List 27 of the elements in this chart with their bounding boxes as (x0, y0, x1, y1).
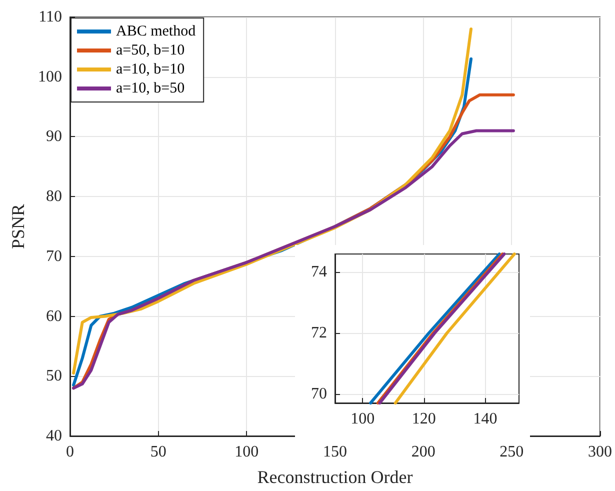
legend-label: a=10, b=50 (116, 80, 185, 96)
y-tick-label: 70 (311, 385, 327, 402)
y-tick-label: 74 (311, 264, 327, 281)
y-tick-label: 100 (38, 68, 62, 86)
x-tick-label: 120 (412, 410, 436, 428)
x-tick-label: 100 (350, 410, 375, 428)
x-axis-title: Reconstruction Order (257, 467, 413, 487)
x-tick-label: 140 (473, 410, 498, 428)
x-tick-label: 150 (323, 444, 347, 460)
y-axis-title: PSNR (8, 204, 28, 250)
x-tick-label: 300 (588, 444, 612, 460)
y-tick-label: 50 (46, 368, 62, 385)
x-tick-label: 100 (234, 444, 259, 460)
legend-label: ABC method (116, 24, 196, 40)
y-tick-label: 40 (46, 428, 62, 444)
x-tick-label: 200 (411, 444, 436, 460)
y-tick-label: 90 (46, 128, 62, 146)
x-tick-label: 250 (500, 444, 524, 460)
y-tick-label: 80 (46, 188, 62, 206)
y-tick-label: 60 (46, 308, 62, 325)
x-tick-label: 50 (150, 444, 166, 460)
y-tick-label: 110 (38, 8, 62, 26)
legend-label: a=50, b=10 (116, 42, 185, 58)
y-tick-label: 70 (46, 248, 62, 265)
legend-label: a=10, b=10 (116, 62, 185, 78)
y-tick-label: 72 (311, 324, 327, 342)
x-tick-label: 0 (66, 444, 74, 460)
